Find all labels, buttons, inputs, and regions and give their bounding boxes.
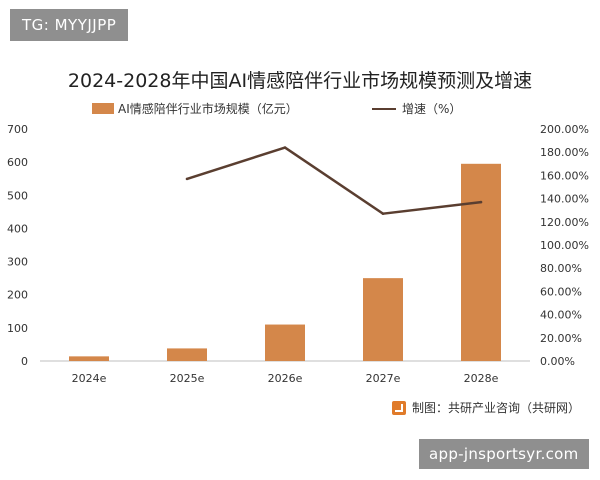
x-tick-label: 2026e xyxy=(268,372,303,385)
growth-point-2026e xyxy=(283,146,287,149)
bar-2024e xyxy=(69,356,109,361)
line-series xyxy=(185,146,483,215)
legend-bar-label: AI情感陪伴行业市场规模（亿元） xyxy=(118,102,298,116)
x-tick-label: 2024e xyxy=(72,372,107,385)
source-text: 制图：共研产业咨询（共研网） xyxy=(412,401,581,415)
right-tick-label: 60.00% xyxy=(540,285,582,298)
left-tick-label: 700 xyxy=(7,123,28,136)
source-logo-icon xyxy=(392,400,406,415)
legend-line-label: 增速（%） xyxy=(402,102,462,116)
chart-legend: AI情感陪伴行业市场规模（亿元） 增速（%） xyxy=(0,100,600,120)
legend-item-bar: AI情感陪伴行业市场规模（亿元） xyxy=(92,100,298,117)
growth-point-2025e xyxy=(185,177,189,181)
bar-2028e xyxy=(461,163,501,361)
bar-2026e xyxy=(265,324,305,361)
right-tick-label: 160.00% xyxy=(540,169,589,182)
right-tick-label: 20.00% xyxy=(540,332,582,345)
left-tick-label: 400 xyxy=(7,222,28,235)
x-tick-label: 2027e xyxy=(366,372,401,385)
bar-2025e xyxy=(167,348,207,361)
left-tick-label: 0 xyxy=(21,355,28,368)
right-axis-ticks: 0.00% 20.00% 40.00% 60.00% 80.00% 100.00% 120.… xyxy=(540,123,589,368)
watermark-tag-top: TG: MYYJJPP xyxy=(10,9,129,41)
left-tick-label: 500 xyxy=(7,189,28,202)
x-tick-label: 2028e xyxy=(464,372,499,385)
right-tick-label: 100.00% xyxy=(540,239,589,252)
chart-title: 2024-2028年中国AI情感陪伴行业市场规模预测及增速 xyxy=(67,70,533,92)
watermark-tag-bottom: app-jnsportsyr.com xyxy=(419,439,589,469)
right-tick-label: 80.00% xyxy=(540,262,582,275)
x-tick-label: 2025e xyxy=(170,372,205,385)
right-tick-label: 140.00% xyxy=(540,193,589,206)
right-tick-label: 0.00% xyxy=(540,355,575,368)
x-axis-ticks: 2024e 2025e 2026e 2027e 2028e xyxy=(72,372,499,385)
growth-line xyxy=(186,146,482,215)
growth-point-2027e xyxy=(381,212,385,215)
legend-item-line: 增速（%） xyxy=(372,100,461,117)
growth-point-2028e xyxy=(479,200,483,204)
legend-bar-swatch xyxy=(92,103,114,114)
left-tick-label: 200 xyxy=(7,289,28,302)
legend-line-swatch xyxy=(372,107,396,110)
right-tick-label: 200.00% xyxy=(540,123,589,136)
left-tick-label: 100 xyxy=(7,322,28,335)
left-tick-label: 600 xyxy=(7,156,28,169)
bar-2027e xyxy=(363,278,403,361)
right-tick-label: 120.00% xyxy=(540,216,589,229)
left-axis-ticks: 0 100 200 300 400 500 600 700 xyxy=(7,123,28,368)
right-tick-label: 180.00% xyxy=(540,146,589,159)
right-tick-label: 40.00% xyxy=(540,309,582,322)
bar-series xyxy=(69,163,501,361)
source-note: 制图：共研产业咨询（共研网） xyxy=(392,399,580,416)
left-tick-label: 300 xyxy=(7,256,28,269)
